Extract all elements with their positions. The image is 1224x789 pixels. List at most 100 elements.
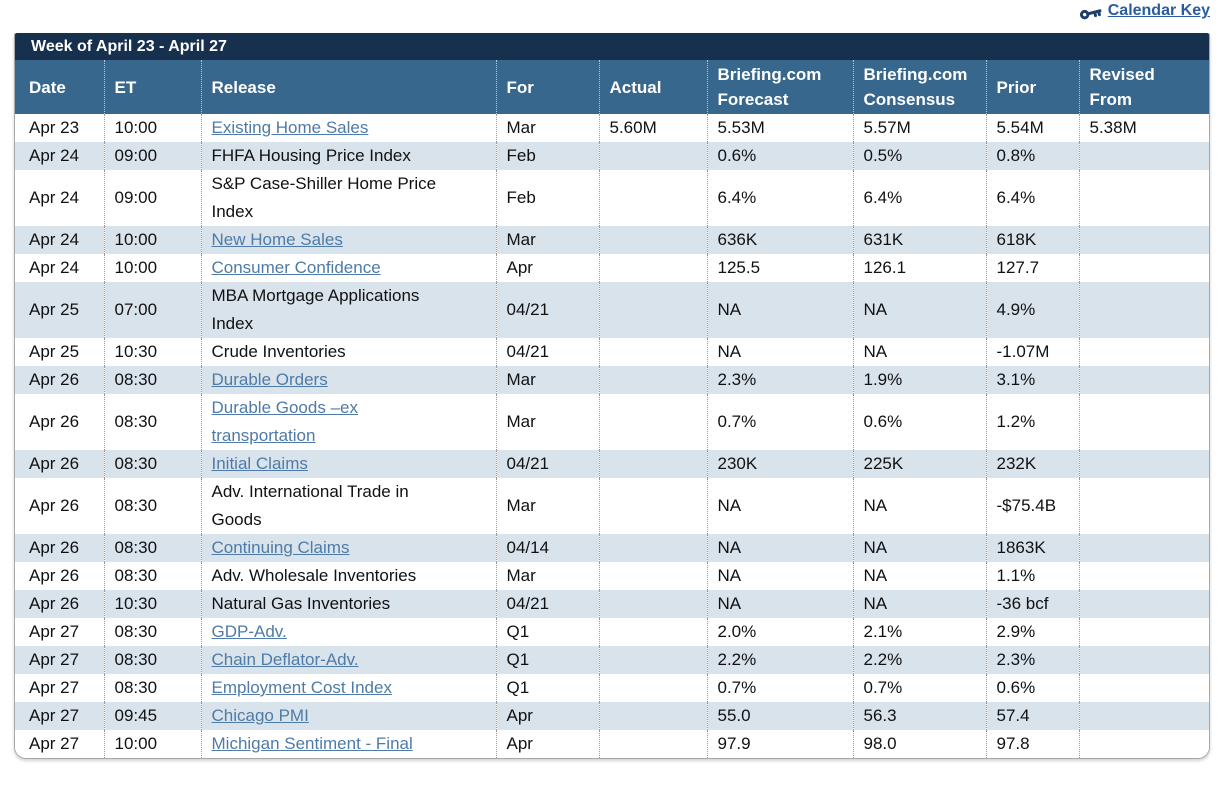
release-link[interactable]: Employment Cost Index	[211, 678, 392, 697]
release-link[interactable]: Consumer Confidence	[211, 258, 381, 277]
column-header: Release	[200, 60, 496, 114]
cell-prior: 0.6%	[985, 674, 1079, 702]
cell-forecast: NA	[706, 478, 853, 534]
cell-release: Crude Inventories	[200, 338, 496, 366]
cell-date: Apr 24	[29, 146, 80, 165]
cell-release: Michigan Sentiment - Final	[200, 730, 496, 758]
cell-et: 09:45	[103, 702, 201, 730]
cell-actual	[598, 646, 707, 674]
cell-et: 08:30	[103, 674, 201, 702]
cell-release: Employment Cost Index	[200, 674, 496, 702]
cell-actual	[598, 450, 707, 478]
release-link[interactable]: New Home Sales	[211, 230, 343, 249]
cell-consensus: 2.2%	[852, 646, 986, 674]
cell-for: Mar	[495, 366, 599, 394]
cell-et: 08:30	[103, 478, 201, 534]
cell-revised	[1078, 730, 1209, 758]
cell-revised	[1078, 478, 1209, 534]
cell-forecast: 230K	[706, 450, 853, 478]
week-title: Week of April 23 - April 27	[15, 33, 1209, 60]
top-bar: Calendar Key	[14, 0, 1210, 30]
cell-for: Mar	[495, 478, 599, 534]
cell-et: 08:30	[103, 366, 201, 394]
cell-prior: 0.8%	[985, 142, 1079, 170]
calendar-key-label: Calendar Key	[1107, 2, 1210, 19]
release-link[interactable]: Chain Deflator-Adv.	[211, 650, 359, 669]
cell-actual	[598, 618, 707, 646]
cell-forecast: 2.0%	[706, 618, 853, 646]
cell-consensus: NA	[852, 534, 986, 562]
release-link[interactable]: Durable Goods –ex transportation	[211, 398, 358, 445]
column-header: Briefing.com Consensus	[852, 60, 986, 114]
cell-revised	[1078, 394, 1209, 450]
calendar-key-link[interactable]: Calendar Key	[1079, 2, 1210, 20]
cell-for: Q1	[495, 674, 599, 702]
cell-release: FHFA Housing Price Index	[200, 142, 496, 170]
cell-revised	[1078, 618, 1209, 646]
cell-prior: 4.9%	[985, 282, 1079, 338]
table-row: Apr 24 09:00 S&P Case-Shiller Home Price…	[15, 170, 1209, 226]
column-header: ET	[103, 60, 201, 114]
cell-for: Feb	[495, 170, 599, 226]
release-link[interactable]: Initial Claims	[211, 454, 308, 473]
cell-actual	[598, 730, 707, 758]
cell-consensus: 631K	[852, 226, 986, 254]
cell-prior: -$75.4B	[985, 478, 1079, 534]
key-icon	[1079, 3, 1103, 20]
cell-date: Apr 27	[29, 734, 80, 753]
table-row: Apr 25 10:30 Crude Inventories 04/21 NA …	[15, 338, 1209, 366]
cell-date: Apr 26	[29, 454, 80, 473]
cell-consensus: 0.6%	[852, 394, 986, 450]
cell-et: 10:30	[103, 338, 201, 366]
column-header: Briefing.com Forecast	[706, 60, 853, 114]
release-link[interactable]: Existing Home Sales	[211, 118, 369, 137]
calendar-table: Date ET Release For Actual Briefing.com Forec…	[15, 60, 1209, 758]
cell-date: Apr 27	[29, 650, 80, 669]
cell-revised	[1078, 646, 1209, 674]
cell-actual	[598, 674, 707, 702]
cell-et: 10:00	[103, 254, 201, 282]
table-row: Apr 27 09:45 Chicago PMI Apr 55.0 56.3 5…	[15, 702, 1209, 730]
cell-prior: 1.1%	[985, 562, 1079, 590]
cell-date: Apr 26	[29, 594, 80, 613]
release-link[interactable]: Michigan Sentiment - Final	[211, 734, 413, 753]
table-row: Apr 26 10:30 Natural Gas Inventories 04/…	[15, 590, 1209, 618]
cell-et: 08:30	[103, 562, 201, 590]
release-link[interactable]: Continuing Claims	[211, 538, 350, 557]
cell-date: Apr 25	[29, 300, 80, 319]
table-row: Apr 27 10:00 Michigan Sentiment - Final …	[15, 730, 1209, 758]
cell-consensus: NA	[852, 590, 986, 618]
cell-revised	[1078, 366, 1209, 394]
cell-forecast: 5.53M	[706, 114, 853, 142]
cell-revised	[1078, 674, 1209, 702]
cell-et: 09:00	[103, 142, 201, 170]
cell-forecast: 97.9	[706, 730, 853, 758]
cell-release: MBA Mortgage Applications Index	[200, 282, 496, 338]
cell-revised	[1078, 254, 1209, 282]
cell-forecast: 6.4%	[706, 170, 853, 226]
cell-forecast: 2.3%	[706, 366, 853, 394]
cell-date: Apr 27	[29, 622, 80, 641]
cell-date: Apr 26	[29, 370, 80, 389]
cell-for: 04/21	[495, 338, 599, 366]
release-link[interactable]: Durable Orders	[211, 370, 328, 389]
cell-date: Apr 23	[29, 118, 80, 137]
cell-forecast: 0.7%	[706, 674, 853, 702]
cell-date: Apr 25	[29, 342, 80, 361]
cell-date: Apr 24	[29, 258, 80, 277]
cell-release: Durable Orders	[200, 366, 496, 394]
header-row: Date ET Release For Actual Briefing.com Forec…	[15, 60, 1209, 114]
cell-et: 08:30	[103, 394, 201, 450]
cell-revised	[1078, 282, 1209, 338]
table-row: Apr 27 08:30 GDP-Adv. Q1 2.0% 2.1% 2.9%	[15, 618, 1209, 646]
table-row: Apr 24 10:00 New Home Sales Mar 636K 631…	[15, 226, 1209, 254]
cell-prior: -1.07M	[985, 338, 1079, 366]
release-link[interactable]: GDP-Adv.	[211, 622, 287, 641]
cell-prior: 2.9%	[985, 618, 1079, 646]
cell-prior: 127.7	[985, 254, 1079, 282]
cell-for: Q1	[495, 646, 599, 674]
cell-release: Natural Gas Inventories	[200, 590, 496, 618]
release-link[interactable]: Chicago PMI	[211, 706, 309, 725]
cell-release: Durable Goods –ex transportation	[200, 394, 496, 450]
cell-prior: -36 bcf	[985, 590, 1079, 618]
